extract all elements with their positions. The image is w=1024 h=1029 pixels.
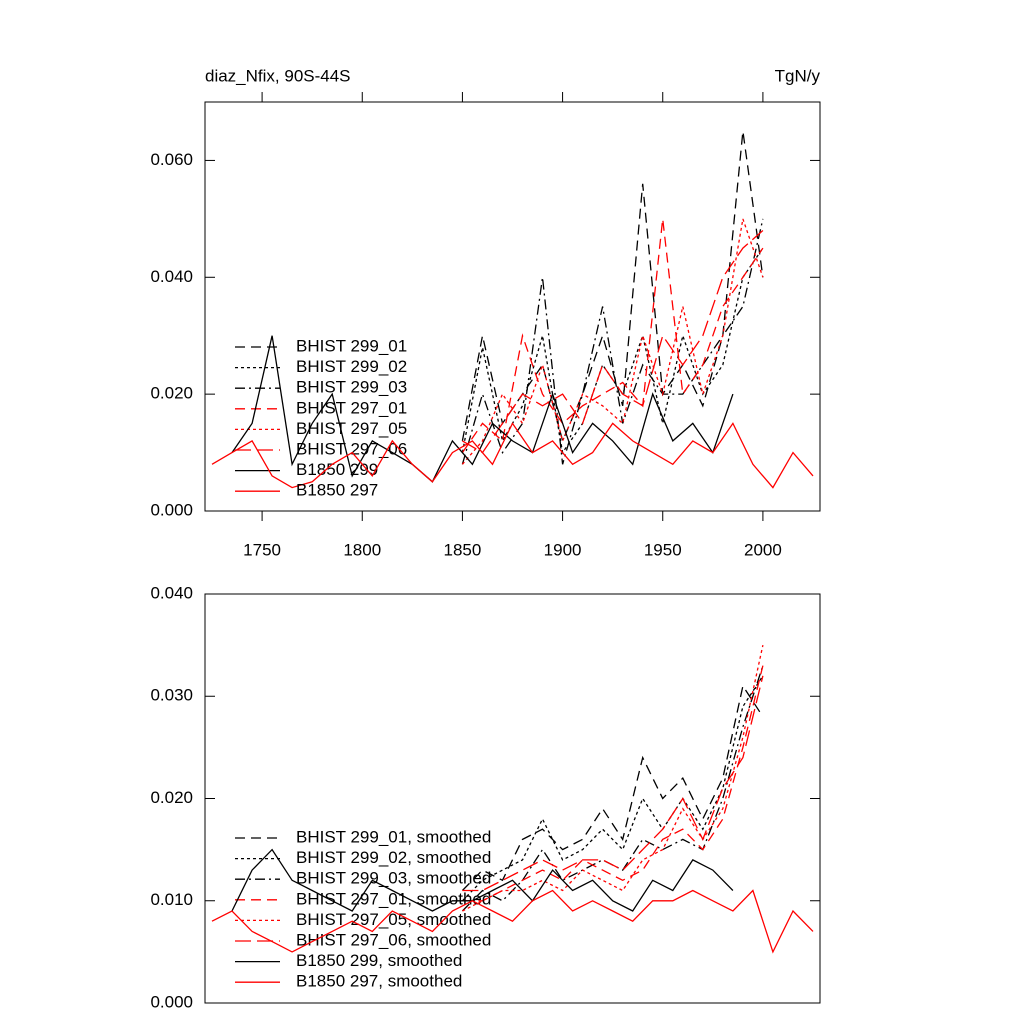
x-tick-label: 1800 (343, 540, 381, 559)
y-tick-label: 0.060 (150, 150, 193, 169)
y-tick-label: 0.010 (150, 890, 193, 909)
y-tick-label: 0.040 (150, 583, 193, 602)
legend-label: B1850 297 (296, 481, 378, 500)
x-tick-label: 1900 (544, 540, 582, 559)
legend-label: B1850 299, smoothed (296, 951, 462, 970)
x-tick-label: 2000 (744, 540, 782, 559)
legend-label: BHIST 297_01, smoothed (296, 889, 491, 908)
y-tick-label: 0.030 (150, 686, 193, 705)
series-line (461, 218, 764, 465)
legend-label: BHIST 299_02 (296, 357, 407, 376)
series-line (231, 848, 734, 912)
series-line (462, 665, 764, 902)
y-tick-label: 0.000 (150, 992, 193, 1011)
y-tick-label: 0.000 (150, 500, 193, 519)
chart-title: diaz_Nfix, 90S-44S (205, 66, 351, 85)
legend-label: BHIST 299_02, smoothed (296, 848, 491, 867)
series-line (461, 131, 764, 443)
legend-label: BHIST 297_05 (296, 419, 407, 438)
series-line (211, 422, 814, 489)
legend-label: BHIST 299_03 (296, 378, 407, 397)
legend-label: BHIST 297_06 (296, 439, 407, 458)
x-tick-label: 1950 (644, 540, 682, 559)
series-line (461, 675, 764, 902)
series-line (462, 230, 764, 454)
units-label: TgN/y (775, 66, 821, 85)
legend-label: BHIST 297_05, smoothed (296, 910, 491, 929)
series-line (461, 218, 764, 453)
series-line (461, 218, 764, 465)
y-tick-label: 0.040 (150, 267, 193, 286)
plot-frame (204, 101, 821, 512)
legend-label: B1850 299 (296, 460, 378, 479)
series-line (461, 684, 764, 891)
legend-label: BHIST 297_01 (296, 398, 407, 417)
x-tick-label: 1850 (444, 540, 482, 559)
legend-label: BHIST 299_01, smoothed (296, 827, 491, 846)
series-line (462, 644, 764, 912)
y-tick-label: 0.020 (150, 384, 193, 403)
legend-label: BHIST 299_03, smoothed (296, 869, 491, 888)
series-line (211, 889, 814, 954)
legend-label: BHIST 299_01 (296, 336, 407, 355)
series-line (231, 335, 734, 483)
legend-label: B1850 297, smoothed (296, 972, 462, 991)
legend-label: BHIST 297_06, smoothed (296, 930, 491, 949)
series-line (462, 675, 764, 892)
series-line (461, 247, 764, 455)
x-tick-label: 1750 (243, 540, 281, 559)
y-tick-label: 0.020 (150, 788, 193, 807)
